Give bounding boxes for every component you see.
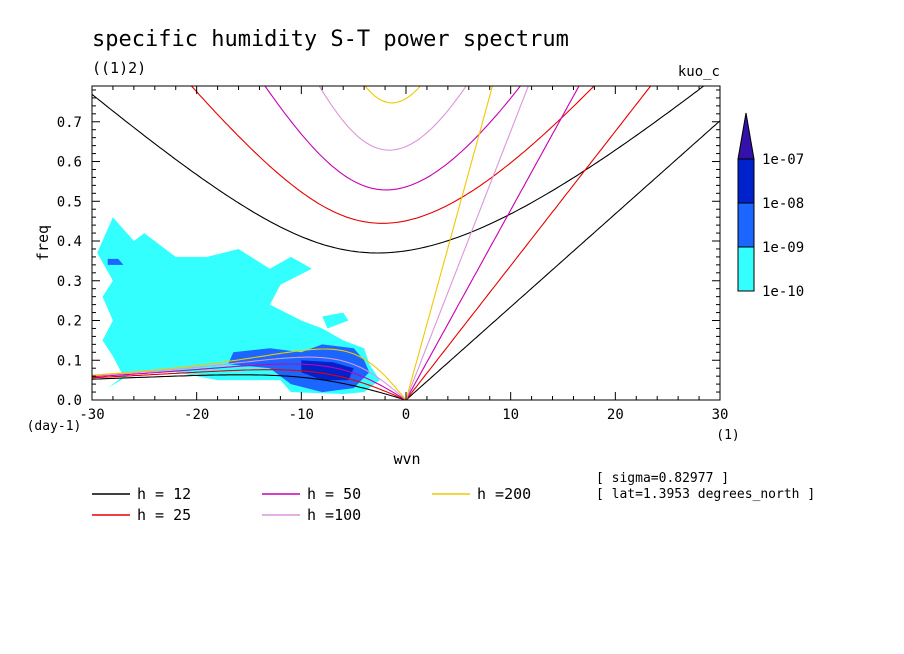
x-tick-label: 0 <box>402 407 410 423</box>
ig-curve-h200 <box>364 86 422 104</box>
x-tick-label: 10 <box>502 407 519 423</box>
rossby-curve-h100 <box>92 356 407 400</box>
kelvin-curve-h200 <box>405 86 494 400</box>
rossby-curve-h25 <box>92 369 407 400</box>
x-tick-label: -20 <box>184 407 209 423</box>
y-tick-label: 0.5 <box>57 194 82 210</box>
y-tick-label: 0.0 <box>57 393 82 409</box>
legend-label: h = 50 <box>307 485 361 503</box>
dispersion-curves <box>92 86 720 400</box>
ig-curve-h50 <box>264 86 522 191</box>
chart-subtitle: ((1)2) <box>92 59 146 77</box>
lat-annotation: [ lat=1.3953 degrees_north ] <box>596 487 815 502</box>
power-region-1e-10-1 <box>322 312 349 329</box>
sigma-annotation: [ sigma=0.82977 ] <box>596 471 729 486</box>
x-units-label: (1) <box>716 428 739 443</box>
y-tick-label: 0.1 <box>57 353 82 369</box>
kelvin-curve-h25 <box>405 86 652 400</box>
y-tick-label: 0.7 <box>57 115 82 131</box>
legend: h = 12 h = 25 h = 50 h =100 h =200 <box>92 485 531 524</box>
y-tick-label: 0.2 <box>57 314 82 330</box>
axis-ticks: -30 -20 -10 0 10 20 30 0.0 0.1 0.2 0.3 0.4 0.5 0.6 0.7 <box>57 86 729 423</box>
colorbar-arrow <box>737 112 755 160</box>
legend-label: h =200 <box>477 485 531 503</box>
rossby-curve-h200 <box>92 348 407 400</box>
power-region-1e-09-3 <box>107 258 124 265</box>
x-tick-label: 30 <box>712 407 729 423</box>
ig-curve-h100 <box>318 86 467 151</box>
rossby-curve-h12 <box>92 374 407 400</box>
legend-label: h =100 <box>307 506 361 524</box>
colorbar-segment <box>737 202 755 248</box>
x-tick-label: 20 <box>607 407 624 423</box>
run-label: kuo_c <box>678 64 720 80</box>
kelvin-curve-h12 <box>405 120 720 400</box>
kelvin-curve-h50 <box>405 86 580 400</box>
x-tick-label: -30 <box>79 407 104 423</box>
legend-label: h = 12 <box>137 485 191 503</box>
x-axis-label: wvn <box>393 450 420 468</box>
colorbar-label: 1e-09 <box>762 240 804 256</box>
kelvin-curve-h100 <box>405 86 529 400</box>
y-axis-label: freq <box>34 225 52 261</box>
chart-title: specific humidity S-T power spectrum <box>92 27 569 52</box>
colorbar-label: 1e-10 <box>762 284 804 300</box>
y-tick-label: 0.3 <box>57 274 82 290</box>
colorbar-label: 1e-07 <box>762 152 804 168</box>
y-tick-label: 0.4 <box>57 234 82 250</box>
legend-label: h = 25 <box>137 506 191 524</box>
power-regions <box>97 217 380 394</box>
x-tick-label: -10 <box>289 407 314 423</box>
y-units-label: (day-1) <box>27 419 82 434</box>
colorbar-label: 1e-08 <box>762 196 804 212</box>
colorbar: 1e-10 1e-09 1e-08 1e-07 <box>737 112 804 300</box>
ig-curve-h12 <box>92 86 705 254</box>
y-tick-label: 0.6 <box>57 155 82 171</box>
colorbar-segment <box>737 246 755 292</box>
rossby-curve-h50 <box>92 363 407 400</box>
colorbar-segment <box>737 158 755 204</box>
